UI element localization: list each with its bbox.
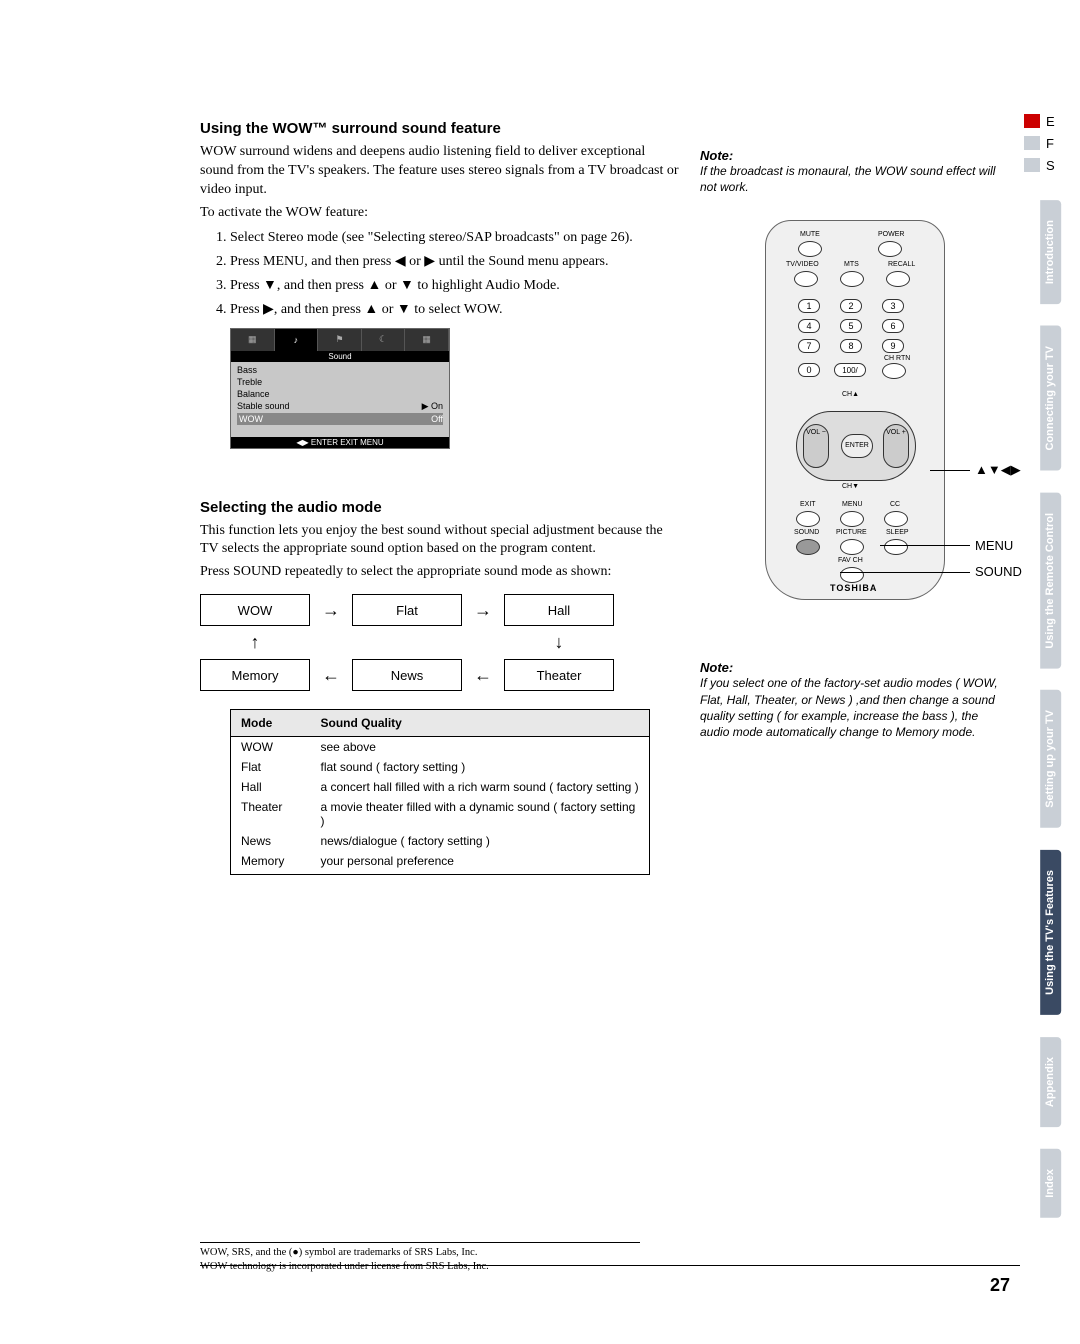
wow-title: Using the WOW™ surround sound feature	[200, 120, 680, 137]
side-navigation: Introduction Connecting your TV Using th…	[1040, 200, 1080, 1240]
wow-activate: To activate the WOW feature:	[200, 204, 680, 223]
remote-btn-4: 4	[798, 319, 820, 333]
audio-p1: This function lets you enjoy the best so…	[200, 522, 680, 560]
audio-flow-diagram: WOW → Flat → Hall ↑ ↓ Memory ← News ← Th…	[200, 594, 680, 691]
lang-e: E	[1046, 114, 1055, 129]
remote-btn-power	[878, 241, 902, 257]
remote-dpad: VOL − VOL + ENTER	[796, 411, 916, 481]
flow-flat: Flat	[352, 594, 462, 626]
tab-index: Index	[1040, 1149, 1061, 1218]
osd-body: Bass Treble Balance Stable sound▶ On WOW…	[231, 362, 449, 437]
wow-step-1: Select Stereo mode (see "Selecting stere…	[230, 227, 680, 248]
remote-btn-5: 5	[840, 319, 862, 333]
callout-line	[880, 545, 970, 546]
remote-btn-100: 100/	[834, 363, 866, 377]
osd-tab-icon2: ⚑	[318, 329, 362, 351]
left-column: Using the WOW™ surround sound feature WO…	[200, 120, 680, 875]
footer-trademark: WOW, SRS, and the (●) symbol are tradema…	[200, 1242, 640, 1274]
osd-tab-label: Sound	[231, 351, 449, 362]
language-selector: E F S	[1024, 110, 1080, 176]
remote-btn-2: 2	[840, 299, 862, 313]
remote-btn-0: 0	[798, 363, 820, 377]
remote-btn-sleep	[884, 539, 908, 555]
remote-btn-8: 8	[840, 339, 862, 353]
tab-remote-control: Using the Remote Control	[1040, 493, 1061, 669]
wow-step-4: Press ▶, and then press ▲ or ▼ to select…	[230, 299, 680, 320]
arrow-left-icon: ←	[468, 665, 498, 686]
remote-control-illustration: MUTE POWER TV/VIDEO MTS RECALL 1 2 3 4 5…	[765, 220, 945, 600]
remote-brand: TOSHIBA	[830, 583, 877, 593]
tab-features: Using the TV's Features	[1040, 850, 1061, 1015]
tab-setting-up: Setting up your TV	[1040, 690, 1061, 828]
callout-line	[930, 470, 970, 471]
callout-line	[840, 572, 970, 573]
remote-btn-recall	[886, 271, 910, 287]
arrow-left-icon: ←	[316, 665, 346, 686]
remote-btn-mts	[840, 271, 864, 287]
wow-step-2: Press MENU, and then press ◀ or ▶ until …	[230, 251, 680, 272]
remote-btn-picture	[840, 539, 864, 555]
lang-s: S	[1046, 158, 1055, 173]
lang-s-marker	[1024, 158, 1040, 172]
remote-btn-cc	[884, 511, 908, 527]
osd-sound-menu: ▦ ♪ ⚑ ☾ ▦ Sound Bass Treble Balance Stab…	[230, 328, 450, 449]
osd-tab-icon3: ☾	[362, 329, 406, 351]
wow-intro: WOW surround widens and deepens audio li…	[200, 143, 680, 200]
flow-wow: WOW	[200, 594, 310, 626]
remote-vol-down: VOL −	[803, 424, 829, 468]
flow-memory: Memory	[200, 659, 310, 691]
arrow-right-icon: →	[316, 600, 346, 621]
osd-tab-icon: ▦	[231, 329, 275, 351]
osd-footer: ◀▶ ENTER EXIT MENU	[231, 437, 449, 448]
remote-btn-1: 1	[798, 299, 820, 313]
note-head-1: Note:	[700, 148, 1010, 163]
remote-btn-mute	[798, 241, 822, 257]
remote-btn-sound	[796, 539, 820, 555]
footer-line1: WOW, SRS, and the (●) symbol are tradema…	[200, 1247, 477, 1258]
remote-btn-3: 3	[882, 299, 904, 313]
remote-btn-exit	[796, 511, 820, 527]
page-number: 27	[990, 1275, 1010, 1296]
remote-btn-9: 9	[882, 339, 904, 353]
note-body-2: If you select one of the factory-set aud…	[700, 675, 1010, 740]
page-rule	[200, 1265, 1020, 1266]
footer-line2: WOW technology is incorporated under lic…	[200, 1261, 489, 1272]
remote-btn-tvvideo	[794, 271, 818, 287]
note-body-1: If the broadcast is monaural, the WOW so…	[700, 163, 1010, 195]
remote-vol-up: VOL +	[883, 424, 909, 468]
tab-introduction: Introduction	[1040, 200, 1061, 304]
wow-step-3: Press ▼, and then press ▲ or ▼ to highli…	[230, 275, 680, 296]
audio-title: Selecting the audio mode	[200, 499, 680, 516]
callout-menu: MENU	[975, 538, 1013, 553]
arrow-up-icon: ↑	[200, 632, 310, 653]
remote-btn-chrtn	[882, 363, 906, 379]
sound-quality-table: Mode Sound Quality WOWsee above Flatflat…	[230, 709, 650, 875]
remote-btn-7: 7	[798, 339, 820, 353]
callout-arrows: ▲▼◀▶	[975, 462, 1021, 478]
tab-connecting: Connecting your TV	[1040, 326, 1061, 471]
lang-f-marker	[1024, 136, 1040, 150]
audio-p2: Press SOUND repeatedly to select the app…	[200, 563, 680, 582]
arrow-right-icon: →	[468, 600, 498, 621]
note-head-2: Note:	[700, 660, 1010, 675]
osd-tabs: ▦ ♪ ⚑ ☾ ▦	[231, 329, 449, 351]
arrow-down-icon: ↓	[504, 632, 614, 653]
wow-steps: Select Stereo mode (see "Selecting stere…	[230, 227, 680, 320]
flow-news: News	[352, 659, 462, 691]
remote-btn-menu	[840, 511, 864, 527]
lang-f: F	[1046, 136, 1054, 151]
table-head-mode: Mode	[231, 710, 311, 737]
remote-btn-6: 6	[882, 319, 904, 333]
callout-sound: SOUND	[975, 564, 1022, 579]
remote-btn-favch	[840, 567, 864, 583]
right-column: Note: If the broadcast is monaural, the …	[700, 120, 1010, 740]
tab-appendix: Appendix	[1040, 1037, 1061, 1127]
lang-e-marker	[1024, 114, 1040, 128]
remote-enter: ENTER	[841, 434, 873, 458]
flow-theater: Theater	[504, 659, 614, 691]
table-head-quality: Sound Quality	[311, 710, 650, 737]
osd-tab-icon4: ▦	[405, 329, 449, 351]
flow-hall: Hall	[504, 594, 614, 626]
osd-tab-sound-icon: ♪	[275, 329, 319, 351]
